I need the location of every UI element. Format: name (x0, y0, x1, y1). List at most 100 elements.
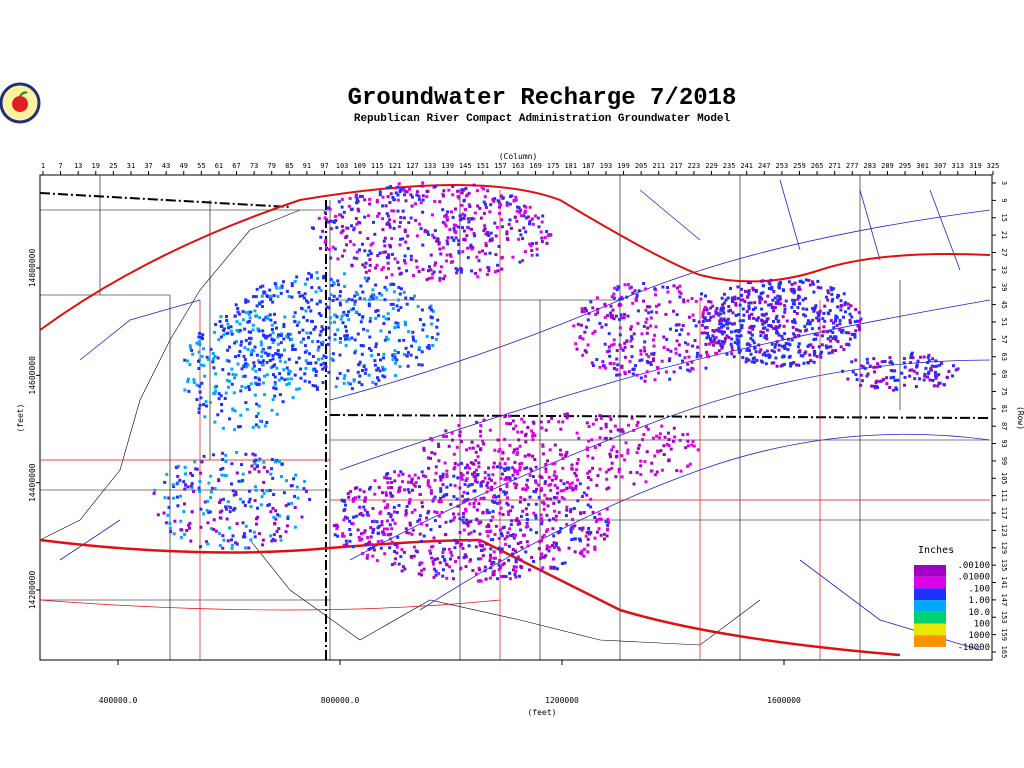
recharge-cell (709, 315, 713, 319)
recharge-cell (463, 553, 467, 557)
recharge-cell (417, 197, 421, 201)
recharge-cell (340, 498, 344, 502)
recharge-cell (399, 287, 403, 291)
recharge-cell (472, 505, 476, 509)
recharge-cell (568, 486, 572, 489)
recharge-cell (363, 215, 367, 219)
recharge-cell (180, 528, 184, 532)
recharge-cell (737, 347, 741, 351)
recharge-cell (353, 486, 357, 490)
recharge-cell (543, 236, 547, 240)
recharge-cell (250, 464, 254, 468)
recharge-cell (529, 244, 533, 248)
recharge-cell (304, 366, 308, 370)
recharge-cell (397, 266, 401, 270)
recharge-cell (431, 272, 435, 276)
recharge-cell (478, 268, 482, 272)
recharge-cell (254, 423, 258, 427)
recharge-cell (829, 339, 833, 343)
recharge-cell (894, 386, 898, 390)
recharge-cell (598, 436, 602, 440)
recharge-cell (566, 414, 570, 418)
recharge-cell (479, 434, 483, 438)
recharge-cell (565, 416, 569, 420)
recharge-cell (477, 566, 481, 570)
column-tick-label: 91 (303, 162, 311, 170)
recharge-cell (266, 503, 270, 507)
recharge-cell (466, 491, 470, 495)
recharge-cell (484, 202, 487, 206)
recharge-cell (548, 518, 552, 522)
recharge-cell (502, 562, 506, 566)
column-tick-label: 325 (987, 162, 1000, 170)
recharge-cell (692, 319, 696, 322)
recharge-cell (342, 543, 346, 547)
column-tick-label: 205 (635, 162, 648, 170)
recharge-cell (255, 402, 259, 406)
recharge-cell (718, 312, 722, 316)
recharge-cell (496, 199, 500, 203)
legend-label: 1000 (968, 631, 990, 641)
recharge-cell (658, 432, 662, 436)
recharge-cell (552, 501, 556, 505)
recharge-cell (790, 287, 794, 291)
recharge-cell (249, 310, 253, 314)
recharge-cell (519, 233, 523, 237)
recharge-cell (494, 234, 498, 238)
recharge-cell (610, 448, 613, 452)
recharge-cell (576, 499, 580, 503)
recharge-cell (333, 313, 337, 317)
legend-label: 100 (974, 620, 990, 630)
recharge-cell (765, 337, 769, 341)
recharge-cell (333, 533, 337, 537)
recharge-cell (504, 542, 508, 546)
recharge-cell (570, 463, 574, 467)
recharge-cell (367, 214, 370, 218)
recharge-cell (900, 371, 904, 375)
recharge-cell (515, 453, 519, 456)
recharge-cell (314, 373, 318, 377)
recharge-cell (451, 215, 455, 219)
recharge-cell (701, 320, 705, 323)
recharge-cell (910, 368, 914, 372)
recharge-cell (326, 206, 330, 210)
recharge-cell (479, 496, 483, 500)
recharge-cell (256, 412, 260, 416)
recharge-cell (588, 469, 592, 473)
recharge-cell (340, 205, 344, 209)
recharge-cell (803, 314, 807, 318)
recharge-cell (479, 429, 482, 433)
recharge-cell (470, 269, 473, 273)
column-tick-label: 307 (934, 162, 947, 170)
recharge-cell (221, 534, 225, 538)
recharge-cell (390, 273, 394, 277)
recharge-cell (750, 312, 754, 316)
recharge-cell (520, 214, 523, 218)
recharge-cell (428, 265, 431, 269)
recharge-cell (793, 289, 797, 293)
recharge-cell (309, 331, 313, 335)
recharge-cell (797, 333, 801, 337)
recharge-cell (319, 363, 323, 367)
recharge-cell (348, 528, 352, 531)
recharge-cell (297, 387, 301, 391)
column-axis-label: (Column) (499, 152, 538, 161)
recharge-cell (505, 483, 509, 487)
recharge-cell (420, 184, 424, 188)
recharge-cell (282, 491, 286, 495)
recharge-cell (213, 330, 216, 334)
recharge-cell (531, 438, 535, 442)
recharge-cell (225, 517, 229, 521)
recharge-cell (761, 353, 765, 357)
recharge-cell (554, 477, 558, 481)
recharge-cell (457, 463, 461, 467)
recharge-cell (744, 360, 748, 364)
recharge-cell (726, 317, 730, 321)
recharge-cell (642, 346, 646, 350)
recharge-cell (230, 482, 233, 486)
recharge-cell (455, 271, 459, 275)
recharge-cell (868, 364, 872, 368)
recharge-cell (411, 488, 414, 492)
recharge-cell (807, 278, 811, 282)
recharge-cell (584, 309, 588, 312)
